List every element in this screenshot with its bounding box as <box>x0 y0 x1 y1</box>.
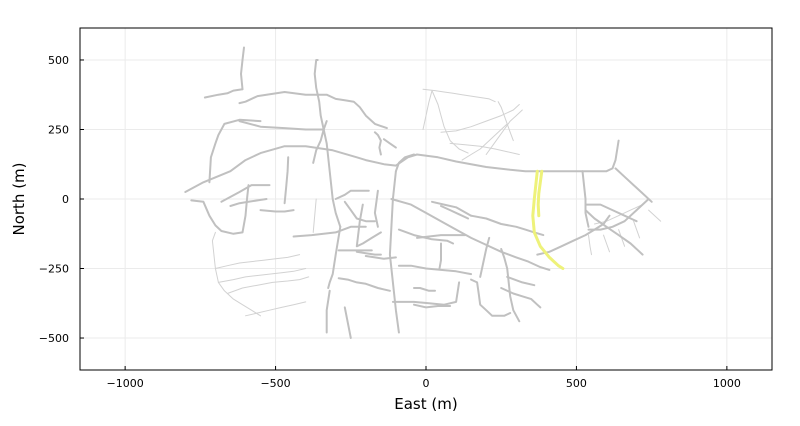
major-road-segment <box>431 200 473 217</box>
minor-road-segment <box>594 204 644 225</box>
minor-road-segment <box>440 104 520 133</box>
major-road-segment <box>334 189 370 200</box>
major-road-segment <box>229 198 268 207</box>
minor-road-segment <box>422 88 496 103</box>
y-axis-ticks: −500 −250 0 250 500 <box>39 54 84 345</box>
major-road-segment <box>355 250 382 256</box>
y-axis-label: North (m) <box>10 162 28 235</box>
minor-road-segment <box>211 231 261 317</box>
minor-road-segment <box>461 123 508 161</box>
minor-road-segment <box>449 142 520 155</box>
major-road-segment <box>581 170 590 228</box>
y-tick-label: −250 <box>39 263 69 276</box>
highlighted-route <box>536 169 544 218</box>
major-road-segment <box>312 120 328 164</box>
x-axis-ticks: −1000 −500 0 500 1000 <box>107 366 741 390</box>
major-road-segment <box>327 225 342 289</box>
major-road-segment <box>506 275 536 287</box>
major-road-segment <box>500 248 521 323</box>
major-road-segment <box>292 225 367 238</box>
x-tick-label: −500 <box>260 377 290 390</box>
major-road-segment <box>397 228 455 245</box>
major-road-segment <box>438 242 442 270</box>
minor-road-segment <box>214 254 301 269</box>
major-road-segment <box>313 59 342 228</box>
minor-road-segment <box>217 268 307 283</box>
minor-road-segment <box>312 198 317 233</box>
x-tick-label: −1000 <box>107 377 144 390</box>
major-road-segment <box>373 189 379 228</box>
major-road-segment <box>373 131 382 156</box>
major-road-segment <box>500 287 542 309</box>
major-road-segment <box>390 198 551 271</box>
major-road-segment <box>416 234 467 239</box>
major-road-segment <box>238 120 325 131</box>
major-road-segment <box>343 306 352 339</box>
major-road-segment <box>413 303 452 309</box>
major-road-segment <box>364 255 397 260</box>
major-road-segment <box>208 118 262 184</box>
major-road-segment <box>184 139 620 193</box>
major-road-segment <box>259 209 295 213</box>
major-road-segment <box>343 200 376 223</box>
major-road-segment <box>190 184 250 235</box>
major-road-segment <box>536 214 611 256</box>
highlighted-route <box>531 169 565 270</box>
major-road-segment <box>325 289 331 334</box>
y-tick-label: 500 <box>48 54 69 67</box>
major-road-segment <box>397 264 473 276</box>
x-axis-label: East (m) <box>394 395 457 413</box>
major-road-segment <box>470 278 512 317</box>
major-road-segment <box>337 277 391 292</box>
gridlines <box>80 28 772 370</box>
major-road-segment <box>203 88 244 99</box>
major-road-segment <box>413 287 436 292</box>
x-tick-label: 500 <box>566 377 587 390</box>
major-road-segment <box>584 209 644 256</box>
minor-road-segment <box>603 234 610 253</box>
minor-road-segment <box>485 109 523 155</box>
major-road-segment <box>240 46 245 91</box>
minor-road-segment <box>431 90 469 154</box>
major-road-segment <box>391 281 461 306</box>
minor-road-segment <box>648 209 662 222</box>
minor-road-segment <box>588 234 592 256</box>
major-road-segment <box>238 91 388 130</box>
major-road-segment <box>355 203 382 248</box>
minor-road-segment <box>497 101 514 142</box>
major-road-segment <box>587 198 650 231</box>
major-road-segment <box>614 167 653 203</box>
major-road-segment <box>283 156 290 205</box>
road-network <box>184 46 662 339</box>
major-road-segment <box>440 205 470 220</box>
y-tick-label: 250 <box>48 123 69 136</box>
x-tick-label: 0 <box>423 377 430 390</box>
major-road-segment <box>479 236 491 278</box>
minor-road-segment <box>422 90 433 130</box>
y-tick-label: 0 <box>62 193 69 206</box>
minor-road-segment <box>245 301 307 317</box>
major-road-segment <box>382 138 397 149</box>
y-tick-label: −500 <box>39 332 69 345</box>
minor-road-segment <box>633 220 641 239</box>
major-road-segment <box>220 184 271 203</box>
minor-road-segment <box>226 276 310 294</box>
major-road-segment <box>394 153 415 173</box>
x-tick-label: 1000 <box>713 377 741 390</box>
